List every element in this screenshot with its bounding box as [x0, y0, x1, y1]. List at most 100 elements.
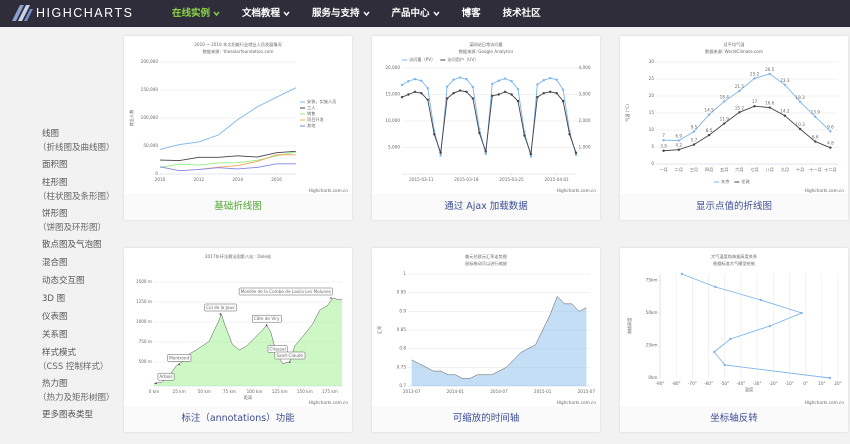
x-tick-label: 三月 [690, 167, 698, 173]
annotation-label: Saint-Claude [276, 353, 303, 358]
marker [723, 122, 726, 125]
marker [814, 140, 817, 143]
sidebar-item[interactable]: 线图 [42, 129, 60, 139]
marker [768, 324, 772, 328]
marker [753, 77, 756, 80]
marker [510, 80, 513, 83]
data-label: 13.9 [811, 110, 821, 115]
nav-item[interactable]: 博客 [462, 0, 481, 27]
sidebar-item[interactable]: 混合图 [42, 258, 68, 268]
chart-thumbnail: 2010 ~ 2016 年太阳能行业就业人员发展情况数据来源：thesolarf… [124, 36, 352, 194]
example-card[interactable]: 美元兑欧元汇率走势图 鼠标拖动可以进行缩放 0.7 0.75 0.8 0.85 0.9 0.9… [372, 248, 600, 432]
marker [420, 79, 423, 82]
sidebar-item[interactable]: 关系图 [42, 330, 68, 340]
sidebar-item[interactable]: 仪表图 [42, 312, 68, 322]
sidebar-item[interactable]: 3D 图 [42, 294, 66, 304]
card-caption[interactable]: 通过 Ajax 加载数据 [444, 201, 528, 212]
data-label: 3.9 [660, 144, 667, 149]
card-caption[interactable]: 可缩放的时间轴 [452, 413, 520, 424]
x-tick-label: 2015-07 [578, 389, 596, 394]
logo-text[interactable]: HIGHCHARTS [36, 6, 134, 20]
sidebar-subitem[interactable]: （柱状图及条形图） [38, 192, 115, 202]
marker [829, 146, 832, 149]
sidebar-subitem[interactable]: （饼图及环形图） [38, 223, 107, 233]
x-tick-label: 25 km [173, 389, 186, 394]
y2-tick-label: 4,000 [579, 65, 591, 70]
nav-item[interactable]: 技术社区 [503, 0, 541, 27]
annotation-box [274, 351, 306, 360]
example-card[interactable]: 大气温度和海拔高度关系 根据标准大气模型绘制 -90° -80° -70° -60° -50… [620, 248, 848, 432]
data-label: 14.2 [780, 109, 790, 114]
y-tick-label: -60° [704, 381, 713, 386]
area-fill [154, 298, 342, 386]
nav-item[interactable]: 在线实例 [172, 0, 220, 27]
marker [738, 111, 741, 114]
card-caption[interactable]: 基础折线图 [214, 201, 262, 212]
y-tick-label: 500 m [139, 359, 152, 364]
sidebar-item[interactable]: 更多图表类型 [42, 410, 94, 420]
sidebar-item[interactable]: 饼形图 [42, 209, 68, 219]
marker [420, 91, 423, 95]
marker [798, 127, 802, 131]
dropdown-chevron [433, 11, 440, 16]
marker [510, 93, 513, 96]
x-tick-label: 175 km [322, 389, 338, 394]
legend-label: 访问量（PV） [409, 56, 435, 63]
example-card[interactable]: 2010 ~ 2016 年太阳能行业就业人员发展情况 数据来源：thesolarf… [124, 36, 352, 220]
sidebar-item[interactable]: 散点图及气泡图 [42, 240, 102, 250]
sidebar-item[interactable]: 动态交互图 [42, 276, 85, 286]
sidebar-item[interactable]: 面积图 [42, 160, 68, 170]
x-tick-label: 2016 [271, 177, 282, 182]
nav-item[interactable]: 文档教程 [242, 0, 290, 27]
y-tick-label: 5,000 [388, 145, 400, 150]
chevron [433, 11, 440, 16]
y-tick-label: 20,000 [385, 65, 400, 70]
y-tick-label: 200,000 [141, 59, 159, 64]
marker [516, 99, 520, 103]
data-label: 25.2 [750, 71, 760, 76]
marker [723, 363, 726, 367]
sidebar-subitem[interactable]: （热力及矩形树图） [38, 393, 115, 403]
sidebar-subitem[interactable]: （CSS 控制样式） [38, 362, 109, 372]
marker [542, 78, 545, 82]
y-tick-label: 0.75 [397, 364, 407, 369]
y-tick-label: 20° [834, 381, 841, 386]
sidebar-item[interactable]: 热力图 [42, 379, 68, 389]
sidebar-item[interactable]: 柱形图 [42, 178, 68, 188]
series-line [159, 151, 297, 168]
legend-label: 项目开发 [307, 116, 325, 123]
y-tick-label: 15 [649, 110, 655, 115]
y-tick-label: -80° [672, 381, 681, 386]
marker [759, 298, 763, 302]
example-card[interactable]: 某网站日常访问量 数据来源: Google Analytics 5,000 10,00… [372, 36, 600, 220]
nav-item[interactable]: 产品中心 [392, 0, 440, 27]
axis-title-horizontal: 温度 [745, 386, 754, 393]
card-caption[interactable]: 显示点值的折线图 [695, 201, 772, 212]
marker [407, 93, 410, 96]
series-line [401, 77, 577, 157]
y-tick-label: 0.85 [397, 327, 407, 332]
card-caption[interactable]: 坐标轴反转 [710, 413, 758, 424]
annotation-box [204, 303, 237, 312]
annotation-label: Montrond [169, 355, 189, 360]
example-card[interactable]: 月平均气温 数据来源: WorldClimate.com 0 5 10 15 20 25 30 一… [620, 36, 848, 220]
x-tick-label: 75 km [223, 389, 236, 394]
nav-item[interactable]: 服务与支持 [312, 0, 370, 27]
sidebar-item[interactable]: 样式模式 [42, 348, 77, 358]
x-tick-label: 八月 [766, 167, 774, 173]
marker [828, 376, 832, 380]
data-label: 16.6 [765, 101, 775, 106]
x-tick-label: 四月 [705, 167, 713, 173]
annotation-label: Montée de la Combe de Laisia Les Molunes [241, 289, 331, 294]
marker [542, 91, 545, 95]
data-label: 6.9 [675, 134, 682, 139]
card-caption[interactable]: 标注（annotations）功能 [181, 413, 295, 424]
example-card[interactable]: 2017年环法赛法国第八站：Dole站 500 m 750 m 1000 m 1250 … [124, 248, 352, 432]
sidebar-subitem[interactable]: （折线图及曲线图） [38, 143, 115, 153]
axis-title-vertical: 海拔高度 [626, 317, 633, 335]
y2-tick-label: 1,000 [579, 145, 591, 150]
marker [768, 72, 771, 76]
